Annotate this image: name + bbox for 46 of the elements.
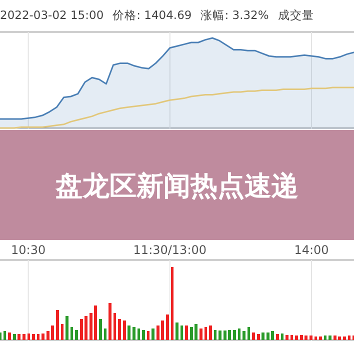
bar — [319, 336, 322, 340]
x-tick-label: 10:30 — [11, 243, 46, 257]
x-tick-label: 14:00 — [294, 243, 329, 257]
text: 2022-03-02 15:00 — [0, 8, 104, 22]
bar — [262, 332, 265, 340]
bar — [99, 318, 102, 340]
bar — [286, 334, 288, 340]
bar — [118, 318, 122, 340]
text: 成交量 — [278, 8, 314, 22]
bar — [42, 333, 44, 340]
bar — [176, 322, 178, 340]
bar — [22, 334, 26, 340]
bar — [152, 328, 155, 340]
bar — [56, 310, 59, 340]
text: 价格: 1404.69 — [112, 8, 192, 22]
bar — [132, 326, 136, 340]
bar — [310, 336, 312, 340]
bar — [185, 325, 188, 340]
bar — [295, 336, 298, 340]
bar — [232, 330, 236, 340]
bar — [36, 334, 40, 340]
x-tick-label: 11:30/13:00 — [133, 243, 207, 257]
bar — [209, 325, 212, 340]
bar — [252, 332, 255, 340]
bar — [348, 336, 351, 340]
bar — [142, 330, 145, 340]
text: 涨幅: 3.32% — [200, 8, 269, 22]
bar — [128, 325, 131, 340]
bar — [218, 330, 222, 340]
bar — [276, 334, 279, 340]
bar — [328, 336, 332, 340]
bar — [122, 320, 126, 340]
bar — [256, 334, 260, 340]
bar — [18, 334, 21, 340]
text: 盘龙区新闻热点速递 — [54, 171, 298, 202]
bar — [75, 330, 78, 340]
bar — [66, 316, 68, 340]
bar — [8, 332, 12, 340]
bar — [342, 336, 346, 340]
bar — [242, 331, 246, 340]
bar — [108, 302, 112, 340]
bar — [199, 328, 202, 340]
bar — [324, 336, 327, 340]
bar — [12, 334, 16, 340]
bar — [166, 314, 169, 340]
bar — [32, 334, 35, 340]
